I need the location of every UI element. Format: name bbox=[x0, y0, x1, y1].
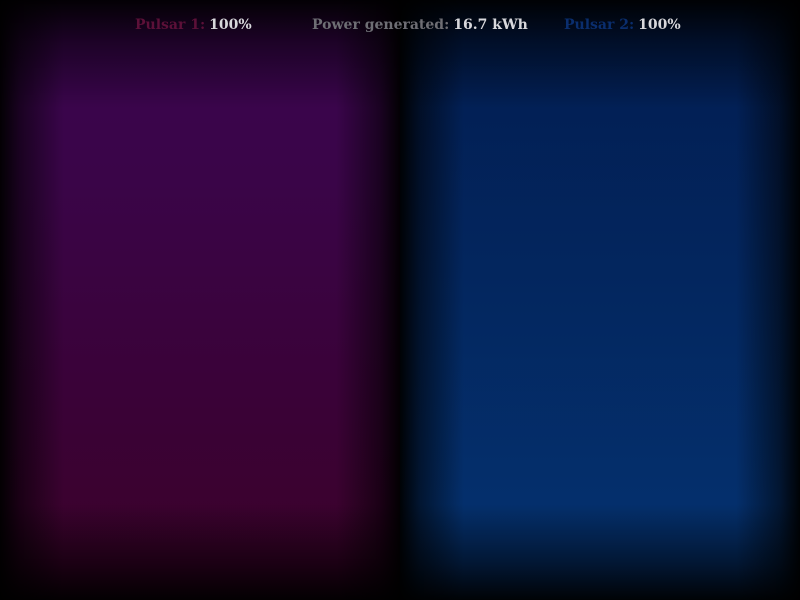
power-generated-label: Power generated: bbox=[312, 17, 450, 33]
pulsar-1-field[interactable] bbox=[0, 0, 400, 600]
pulsar-1-value: 100% bbox=[209, 17, 252, 33]
pulsar-2-field[interactable] bbox=[400, 0, 800, 600]
pulsar-1-label: Pulsar 1: bbox=[135, 17, 206, 33]
pulsar-1-status: Pulsar 1: 100% bbox=[135, 14, 252, 36]
pulsar-1-vignette bbox=[0, 0, 400, 600]
pulsar-2-status: Pulsar 2: 100% bbox=[564, 14, 681, 36]
hud-bar: Pulsar 1: 100% Power generated: 16.7 kWh P… bbox=[0, 14, 800, 36]
pulsar-2-value: 100% bbox=[638, 17, 681, 33]
power-generated-value: 16.7 kWh bbox=[453, 17, 528, 33]
pulsar-2-vignette bbox=[400, 0, 800, 600]
pulsar-2-label: Pulsar 2: bbox=[564, 17, 635, 33]
power-generated-status: Power generated: 16.7 kWh bbox=[312, 14, 528, 36]
